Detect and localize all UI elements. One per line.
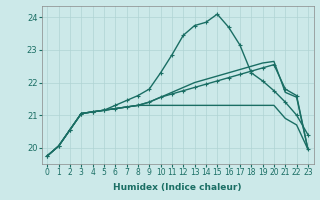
X-axis label: Humidex (Indice chaleur): Humidex (Indice chaleur) — [113, 183, 242, 192]
